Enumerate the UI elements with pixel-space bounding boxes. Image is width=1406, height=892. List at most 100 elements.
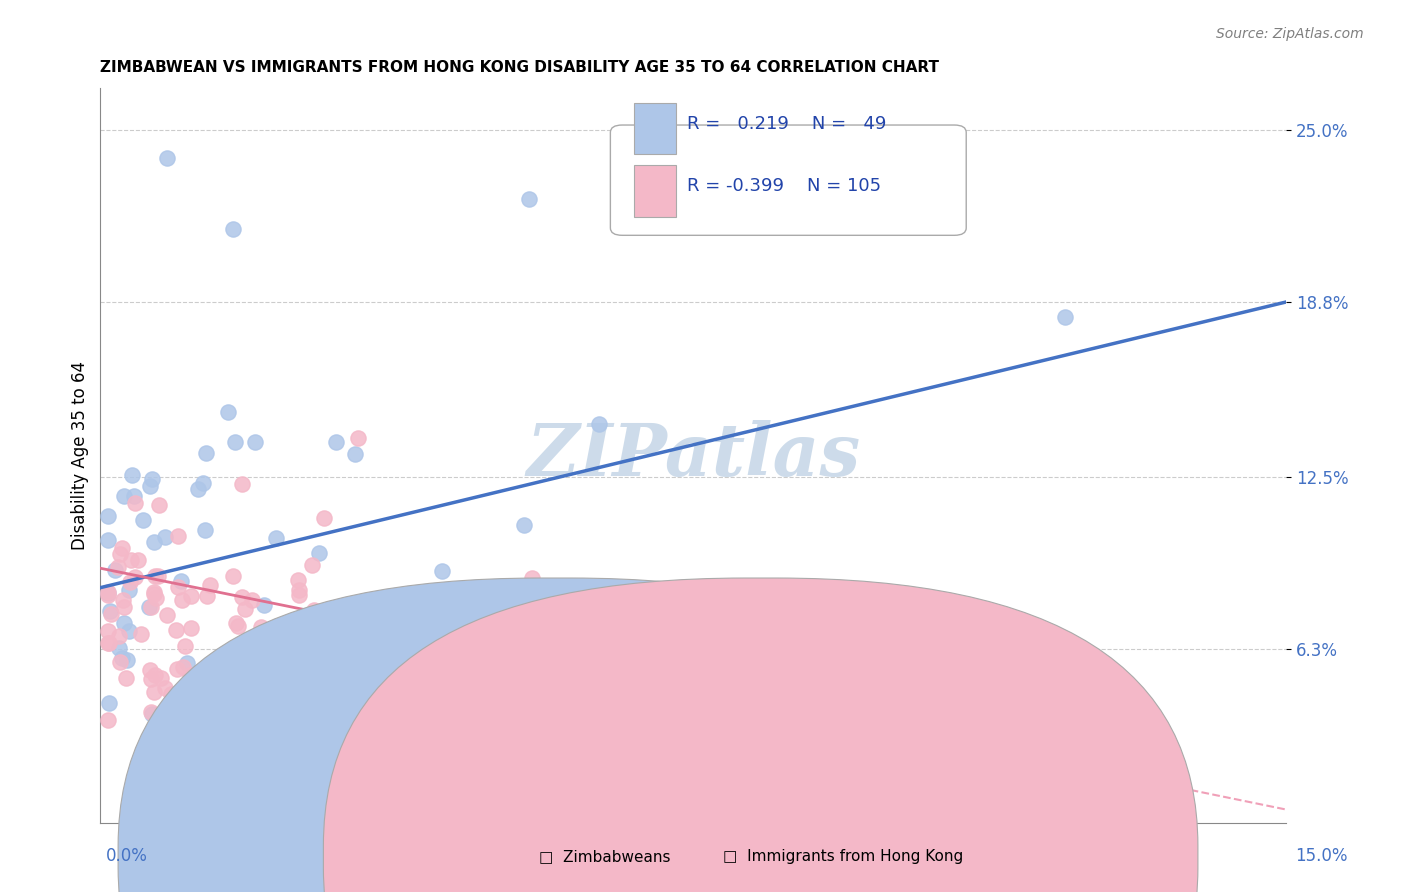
Point [142, 535, 165, 549]
Point [180, 620, 202, 634]
Point [225, 615, 247, 630]
Point [141, 600, 163, 615]
Point [129, 627, 152, 641]
Point [112, 592, 135, 607]
Point [155, 530, 177, 544]
Text: Source: ZipAtlas.com: Source: ZipAtlas.com [1216, 27, 1364, 41]
Point [150, 672, 173, 686]
Point [325, 435, 347, 450]
Text: ZIPatlas: ZIPatlas [526, 420, 860, 491]
Point [141, 706, 163, 721]
Point [172, 686, 194, 700]
Point [329, 646, 352, 660]
Point [143, 585, 166, 599]
Point [97, 588, 120, 602]
Point [276, 683, 298, 698]
Point [194, 523, 217, 537]
Point [309, 610, 332, 624]
Point [298, 803, 321, 817]
Point [388, 628, 411, 642]
Point [172, 660, 194, 674]
Point [738, 724, 761, 739]
Point [231, 477, 253, 491]
Point [138, 600, 160, 615]
Point [479, 582, 502, 597]
Point [240, 593, 263, 607]
Point [314, 511, 336, 525]
Point [107, 560, 129, 574]
Point [118, 583, 141, 598]
Point [97, 624, 120, 639]
Text: □  Immigrants from Hong Kong: □ Immigrants from Hong Kong [724, 849, 963, 863]
Point [174, 639, 197, 653]
Text: □  Zimbabweans: □ Zimbabweans [538, 849, 671, 863]
FancyBboxPatch shape [610, 125, 966, 235]
Text: R = -0.399    N = 105: R = -0.399 N = 105 [688, 177, 882, 195]
Point [430, 565, 453, 579]
Point [277, 640, 299, 655]
Point [287, 573, 309, 587]
Point [294, 663, 316, 677]
Point [156, 608, 179, 623]
Point [561, 655, 583, 669]
Point [127, 553, 149, 567]
Point [546, 644, 568, 658]
Point [166, 662, 188, 676]
Point [308, 546, 330, 560]
Point [110, 541, 132, 555]
Point [200, 578, 222, 592]
Point [373, 619, 395, 633]
Point [111, 651, 134, 665]
Point [360, 725, 382, 739]
Point [297, 662, 319, 676]
Point [115, 653, 138, 667]
Point [124, 570, 146, 584]
Point [170, 574, 193, 588]
Point [243, 434, 266, 449]
Point [124, 495, 146, 509]
Point [217, 405, 239, 419]
Point [538, 707, 561, 722]
Point [179, 668, 201, 682]
Point [97, 509, 120, 524]
Point [343, 447, 366, 461]
Point [195, 589, 218, 603]
Point [167, 529, 190, 543]
Point [322, 644, 344, 658]
Point [302, 603, 325, 617]
Point [794, 791, 817, 805]
Point [1054, 310, 1077, 324]
Point [153, 681, 176, 695]
Point [655, 700, 678, 714]
Point [426, 655, 449, 669]
Point [114, 489, 136, 503]
Point [97, 533, 120, 547]
Text: R =   0.219    N =   49: R = 0.219 N = 49 [688, 114, 887, 133]
Point [146, 569, 169, 583]
Point [292, 706, 315, 721]
Point [224, 434, 246, 449]
Point [344, 671, 367, 685]
Point [139, 673, 162, 687]
Point [180, 590, 202, 604]
Point [219, 660, 242, 674]
Point [222, 568, 245, 582]
Text: 0.0%: 0.0% [105, 847, 148, 865]
Bar [634, 103, 676, 154]
Point [118, 574, 141, 589]
Point [97, 586, 120, 600]
Point [222, 222, 245, 236]
Point [249, 620, 271, 634]
Point [139, 663, 162, 677]
Point [139, 705, 162, 719]
Point [253, 598, 276, 612]
Point [148, 498, 170, 512]
Point [98, 604, 121, 618]
Point [138, 479, 160, 493]
Point [120, 552, 142, 566]
Point [321, 637, 343, 651]
Point [541, 615, 564, 629]
Point [97, 585, 120, 599]
Point [266, 629, 288, 643]
Point [425, 768, 447, 782]
